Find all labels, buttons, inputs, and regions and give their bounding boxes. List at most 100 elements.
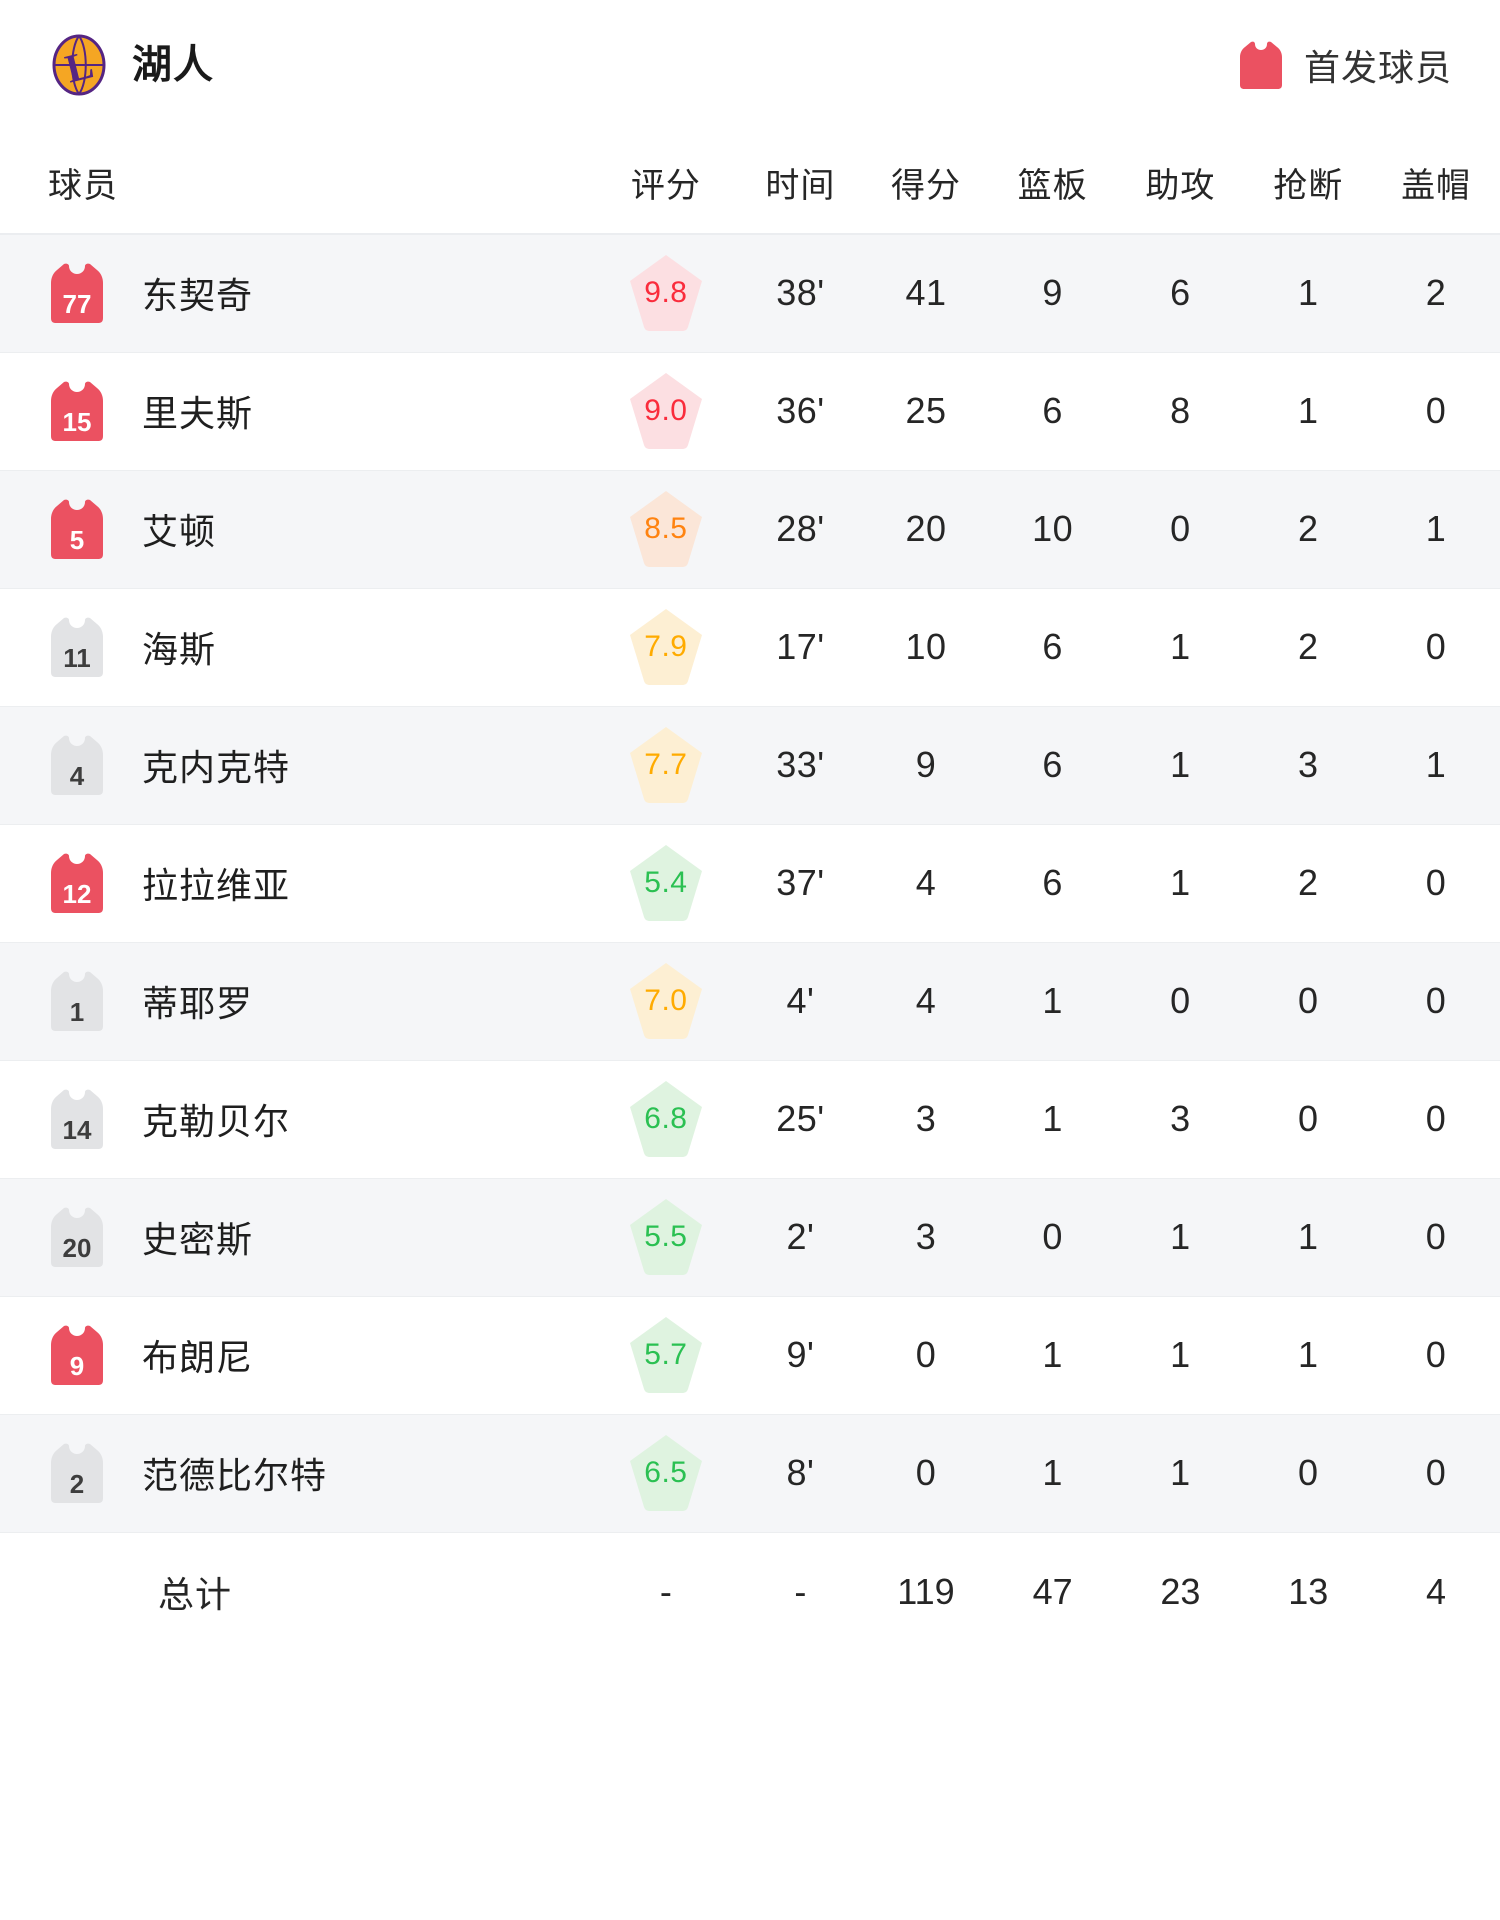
stat-rebounds: 6 bbox=[988, 706, 1117, 825]
stat-steals: 1 bbox=[1244, 234, 1373, 353]
stat-assists: 0 bbox=[1116, 942, 1245, 1061]
totals-rebounds: 47 bbox=[1032, 1571, 1073, 1613]
stat-blocks: 1 bbox=[1372, 706, 1500, 825]
rating-value: 6.8 bbox=[644, 1102, 688, 1135]
stat-points: 0 bbox=[863, 1296, 989, 1415]
table-row[interactable]: 77 东契奇 9.8 38' 41 9 6 1 2 bbox=[0, 234, 1500, 353]
jersey-number: 14 bbox=[62, 1114, 92, 1145]
column-header-player[interactable]: 球员 bbox=[48, 167, 118, 205]
jersey-icon: 77 bbox=[48, 260, 106, 326]
player-cell[interactable]: 2 范德比尔特 bbox=[0, 1414, 595, 1533]
player-cell[interactable]: 5 艾顿 bbox=[0, 470, 595, 589]
jersey-icon: 20 bbox=[48, 1204, 106, 1270]
rating-value: 6.5 bbox=[644, 1456, 688, 1489]
player-cell[interactable]: 77 东契奇 bbox=[0, 234, 595, 353]
stat-blocks: 0 bbox=[1372, 352, 1500, 471]
rating-value: 7.7 bbox=[644, 748, 688, 781]
totals-label: 总计 bbox=[158, 1574, 233, 1616]
jersey-icon: 1 bbox=[48, 968, 106, 1034]
table-header: 球员 评分 时间 得分 篮板 助攻 抢断 盖帽 bbox=[0, 130, 1500, 234]
rating-cell: 7.0 bbox=[594, 942, 738, 1061]
table-row[interactable]: 5 艾顿 8.5 28' 20 10 0 2 1 bbox=[0, 470, 1500, 589]
stat-assists: 3 bbox=[1116, 1060, 1245, 1179]
table-row[interactable]: 11 海斯 7.9 17' 10 6 1 2 0 bbox=[0, 588, 1500, 707]
stat-blocks: 0 bbox=[1372, 588, 1500, 707]
stat-blocks: 0 bbox=[1372, 1178, 1500, 1297]
rating-cell: 7.7 bbox=[594, 706, 738, 825]
jersey-number: 11 bbox=[63, 642, 91, 673]
stat-minutes: 4' bbox=[737, 942, 864, 1061]
jersey-icon: 4 bbox=[48, 732, 106, 798]
stat-points: 3 bbox=[863, 1060, 989, 1179]
stat-assists: 0 bbox=[1116, 470, 1245, 589]
rating-cell: 5.5 bbox=[594, 1178, 738, 1297]
stat-blocks: 0 bbox=[1372, 1414, 1500, 1533]
column-header-points[interactable]: 得分 bbox=[890, 167, 961, 205]
totals-minutes: - bbox=[794, 1571, 807, 1613]
totals-rating: - bbox=[659, 1571, 672, 1613]
table-row[interactable]: 9 布朗尼 5.7 9' 0 1 1 1 0 bbox=[0, 1296, 1500, 1415]
rating-cell: 7.9 bbox=[594, 588, 738, 707]
column-header-rebounds[interactable]: 篮板 bbox=[1017, 167, 1088, 205]
stat-rebounds: 0 bbox=[988, 1178, 1117, 1297]
stat-rebounds: 6 bbox=[988, 352, 1117, 471]
player-cell[interactable]: 15 里夫斯 bbox=[0, 352, 595, 471]
table-row[interactable]: 4 克内克特 7.7 33' 9 6 1 3 1 bbox=[0, 706, 1500, 825]
stat-blocks: 0 bbox=[1372, 1296, 1500, 1415]
player-name: 蒂耶罗 bbox=[142, 983, 254, 1024]
stat-minutes: 17' bbox=[737, 588, 864, 707]
stat-assists: 8 bbox=[1116, 352, 1245, 471]
rating-value: 5.4 bbox=[644, 866, 688, 899]
team-identity[interactable]: L 湖人 bbox=[48, 34, 214, 96]
table-row[interactable]: 12 拉拉维亚 5.4 37' 4 6 1 2 0 bbox=[0, 824, 1500, 943]
player-name: 克勒贝尔 bbox=[142, 1101, 291, 1142]
stat-steals: 2 bbox=[1244, 470, 1373, 589]
player-cell[interactable]: 9 布朗尼 bbox=[0, 1296, 595, 1415]
table-row[interactable]: 1 蒂耶罗 7.0 4' 4 1 0 0 0 bbox=[0, 942, 1500, 1061]
jersey-icon: 15 bbox=[48, 378, 106, 444]
column-header-assists[interactable]: 助攻 bbox=[1145, 167, 1216, 205]
player-name: 拉拉维亚 bbox=[142, 865, 291, 906]
player-name: 东契奇 bbox=[142, 275, 254, 317]
rating-value: 5.7 bbox=[644, 1338, 688, 1371]
jersey-number: 2 bbox=[69, 1468, 85, 1499]
jersey-number: 20 bbox=[62, 1232, 92, 1263]
lakers-logo-icon: L bbox=[48, 34, 110, 96]
stat-points: 41 bbox=[863, 234, 989, 353]
rating-badge: 9.8 bbox=[627, 253, 705, 333]
column-header-steals[interactable]: 抢断 bbox=[1273, 167, 1344, 205]
stat-steals: 2 bbox=[1244, 588, 1373, 707]
rating-cell: 5.7 bbox=[594, 1296, 738, 1415]
player-cell[interactable]: 11 海斯 bbox=[0, 588, 595, 707]
player-cell[interactable]: 1 蒂耶罗 bbox=[0, 942, 595, 1061]
player-name: 史密斯 bbox=[142, 1219, 254, 1260]
table-row[interactable]: 15 里夫斯 9.0 36' 25 6 8 1 0 bbox=[0, 352, 1500, 471]
stat-points: 25 bbox=[863, 352, 989, 471]
table-row[interactable]: 2 范德比尔特 6.5 8' 0 1 1 0 0 bbox=[0, 1414, 1500, 1533]
stat-minutes: 33' bbox=[737, 706, 864, 825]
column-header-minutes[interactable]: 时间 bbox=[765, 167, 836, 205]
player-cell[interactable]: 12 拉拉维亚 bbox=[0, 824, 595, 943]
stat-blocks: 2 bbox=[1372, 234, 1500, 353]
stat-steals: 0 bbox=[1244, 1414, 1373, 1533]
stat-minutes: 37' bbox=[737, 824, 864, 943]
column-header-rating[interactable]: 评分 bbox=[630, 167, 701, 205]
player-cell[interactable]: 14 克勒贝尔 bbox=[0, 1060, 595, 1179]
column-header-blocks[interactable]: 盖帽 bbox=[1401, 167, 1472, 205]
player-cell[interactable]: 4 克内克特 bbox=[0, 706, 595, 825]
stat-minutes: 36' bbox=[737, 352, 864, 471]
rating-cell: 6.8 bbox=[594, 1060, 738, 1179]
table-row[interactable]: 20 史密斯 5.5 2' 3 0 1 1 0 bbox=[0, 1178, 1500, 1297]
player-cell[interactable]: 20 史密斯 bbox=[0, 1178, 595, 1297]
totals-assists: 23 bbox=[1160, 1571, 1201, 1613]
rating-cell: 5.4 bbox=[594, 824, 738, 943]
jersey-icon: 12 bbox=[48, 850, 106, 916]
table-footer: 总计 - - 119 47 23 13 4 bbox=[0, 1532, 1500, 1652]
player-name: 范德比尔特 bbox=[142, 1455, 328, 1496]
stat-steals: 1 bbox=[1244, 1178, 1373, 1297]
stat-steals: 2 bbox=[1244, 824, 1373, 943]
table-row[interactable]: 14 克勒贝尔 6.8 25' 3 1 3 0 0 bbox=[0, 1060, 1500, 1179]
stat-points: 4 bbox=[863, 824, 989, 943]
rating-cell: 6.5 bbox=[594, 1414, 738, 1533]
